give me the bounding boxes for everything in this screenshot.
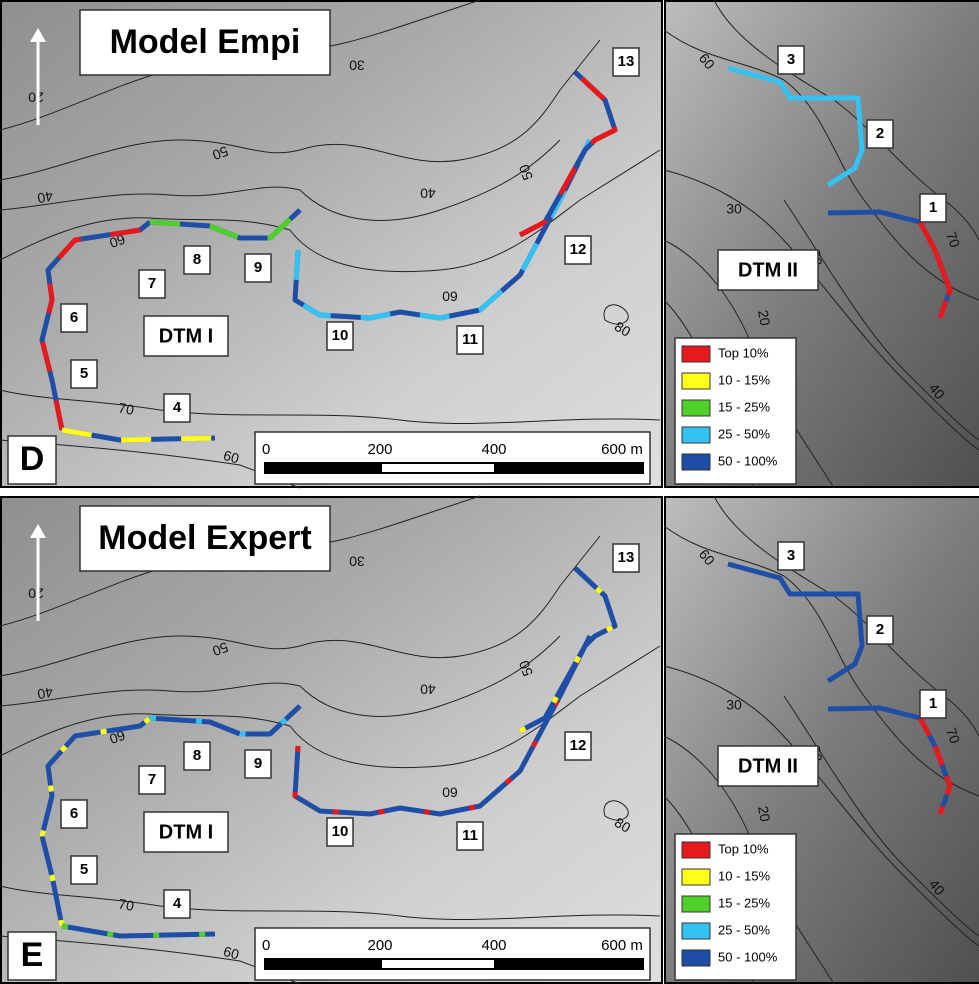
site-label: 1 <box>929 695 937 712</box>
legend-swatch <box>682 373 710 389</box>
dtm-label: DTM II <box>738 259 798 281</box>
legend-label: 15 - 25% <box>718 895 770 910</box>
site-label: 11 <box>462 331 478 348</box>
site-label: 11 <box>462 827 478 844</box>
contour-label: 30 <box>349 57 365 73</box>
contour-label: 70 <box>117 895 135 913</box>
site-label: 5 <box>80 365 88 382</box>
scale-box <box>255 432 650 484</box>
contour-label: 40 <box>36 684 54 702</box>
legend-label: 50 - 100% <box>718 453 778 468</box>
figure: 302050406040506070608045678910111213DTM … <box>0 0 979 984</box>
site-label: 6 <box>70 309 78 326</box>
legend-swatch <box>682 950 710 966</box>
site-label: 13 <box>618 53 635 70</box>
legend-label: 25 - 50% <box>718 426 770 441</box>
contour-label: 30 <box>349 553 365 569</box>
legend-swatch <box>682 400 710 416</box>
scale-label: 400 <box>481 937 506 954</box>
site-label: 4 <box>173 399 182 416</box>
site-label: 1 <box>929 199 937 216</box>
panel-title: Model Empi <box>110 23 301 61</box>
contour-label: 40 <box>36 188 54 206</box>
site-label: 13 <box>618 549 635 566</box>
site-label: 7 <box>148 275 156 292</box>
site-label: 2 <box>876 125 884 142</box>
legend-label: 15 - 25% <box>718 399 770 414</box>
site-label: 12 <box>570 737 587 754</box>
site-label: 2 <box>876 621 884 638</box>
legend-swatch <box>682 869 710 885</box>
scale-label: 600 m <box>601 937 643 954</box>
map-right: 603050702040123DTM IITop 10%10 - 15%15 -… <box>664 496 979 984</box>
legend-swatch <box>682 427 710 443</box>
scale-label: 0 <box>262 937 270 954</box>
map-right: 603050702040123DTM IITop 10%10 - 15%15 -… <box>664 0 979 488</box>
panel-letter: E <box>21 936 44 974</box>
site-label: 10 <box>332 327 349 344</box>
scale-label: 0 <box>262 441 270 458</box>
contour-label: 20 <box>755 309 773 327</box>
scale-seg <box>382 464 494 472</box>
legend-swatch <box>682 346 710 362</box>
contour-label: 40 <box>420 185 436 201</box>
scale-label: 400 <box>481 441 506 458</box>
contour-label: 20 <box>28 585 44 601</box>
panel-title: Model Expert <box>98 519 311 557</box>
dtm-label: DTM I <box>159 821 213 843</box>
dtm-label: DTM II <box>738 755 798 777</box>
site-label: 9 <box>254 259 262 276</box>
contour-label: 60 <box>442 784 458 800</box>
contour-label: 20 <box>755 805 773 823</box>
site-label: 8 <box>193 251 201 268</box>
contour-label: 30 <box>726 697 742 713</box>
site-label: 7 <box>148 771 156 788</box>
scale-box <box>255 928 650 980</box>
site-label: 12 <box>570 241 587 258</box>
contour-label: 20 <box>28 89 44 105</box>
site-label: 9 <box>254 755 262 772</box>
site-label: 10 <box>332 823 349 840</box>
scale-label: 200 <box>367 441 392 458</box>
legend-label: Top 10% <box>718 345 769 360</box>
legend-swatch <box>682 454 710 470</box>
legend-label: Top 10% <box>718 841 769 856</box>
site-label: 8 <box>193 747 201 764</box>
site-label: 3 <box>787 51 795 68</box>
legend-swatch <box>682 896 710 912</box>
legend-label: 50 - 100% <box>718 949 778 964</box>
site-label: 4 <box>173 895 182 912</box>
scale-seg <box>382 960 494 968</box>
contour-label: 30 <box>726 201 742 217</box>
panel-letter: D <box>20 440 45 478</box>
legend-label: 10 - 15% <box>718 868 770 883</box>
contour-label: 60 <box>442 288 458 304</box>
legend-label: 10 - 15% <box>718 372 770 387</box>
legend-label: 25 - 50% <box>718 922 770 937</box>
contour-label: 40 <box>420 681 436 697</box>
site-label: 5 <box>80 861 88 878</box>
dtm-label: DTM I <box>159 325 213 347</box>
site-label: 6 <box>70 805 78 822</box>
legend-swatch <box>682 842 710 858</box>
site-label: 3 <box>787 547 795 564</box>
scale-label: 600 m <box>601 441 643 458</box>
contour-label: 70 <box>117 399 135 417</box>
legend-swatch <box>682 923 710 939</box>
scale-label: 200 <box>367 937 392 954</box>
